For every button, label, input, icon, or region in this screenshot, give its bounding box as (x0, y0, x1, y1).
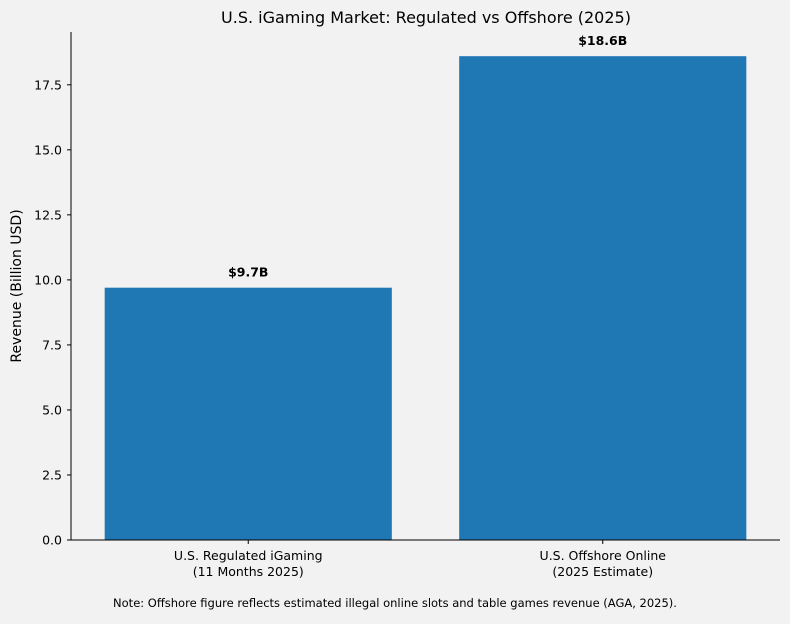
x-tick-label-1-line-1: (2025 Estimate) (552, 564, 653, 579)
data-label-1: $18.6B (578, 33, 627, 48)
bars-layer (104, 56, 747, 540)
y-tick-label-2: 5.0 (42, 402, 62, 417)
y-axis-ticks: 0.0 2.5 5.0 7.5 10.0 12.5 15.0 17.5 (34, 77, 71, 548)
bar-1 (459, 56, 747, 540)
x-tick-label-0-line-1: (11 Months 2025) (193, 564, 304, 579)
footnote: Note: Offshore figure reflects estimated… (113, 596, 677, 610)
chart-title: U.S. iGaming Market: Regulated vs Offsho… (221, 8, 631, 27)
x-tick-label-1-line-0: U.S. Offshore Online (540, 548, 667, 563)
bar-0 (104, 287, 392, 540)
data-label-0: $9.7B (228, 265, 268, 280)
y-axis-label: Revenue (Billion USD) (9, 209, 25, 362)
x-tick-label-0-line-0: U.S. Regulated iGaming (174, 548, 323, 563)
y-tick-label-7: 17.5 (34, 77, 62, 92)
y-tick-label-5: 12.5 (34, 207, 62, 222)
y-tick-label-4: 10.0 (34, 272, 62, 287)
y-tick-label-1: 2.5 (42, 467, 62, 482)
y-tick-label-3: 7.5 (42, 337, 62, 352)
y-tick-label-6: 15.0 (34, 142, 62, 157)
x-axis-ticks: U.S. Regulated iGaming(11 Months 2025) U.… (174, 540, 666, 579)
data-labels-layer: $9.7B $18.6B (228, 33, 627, 280)
y-tick-label-0: 0.0 (42, 533, 62, 548)
